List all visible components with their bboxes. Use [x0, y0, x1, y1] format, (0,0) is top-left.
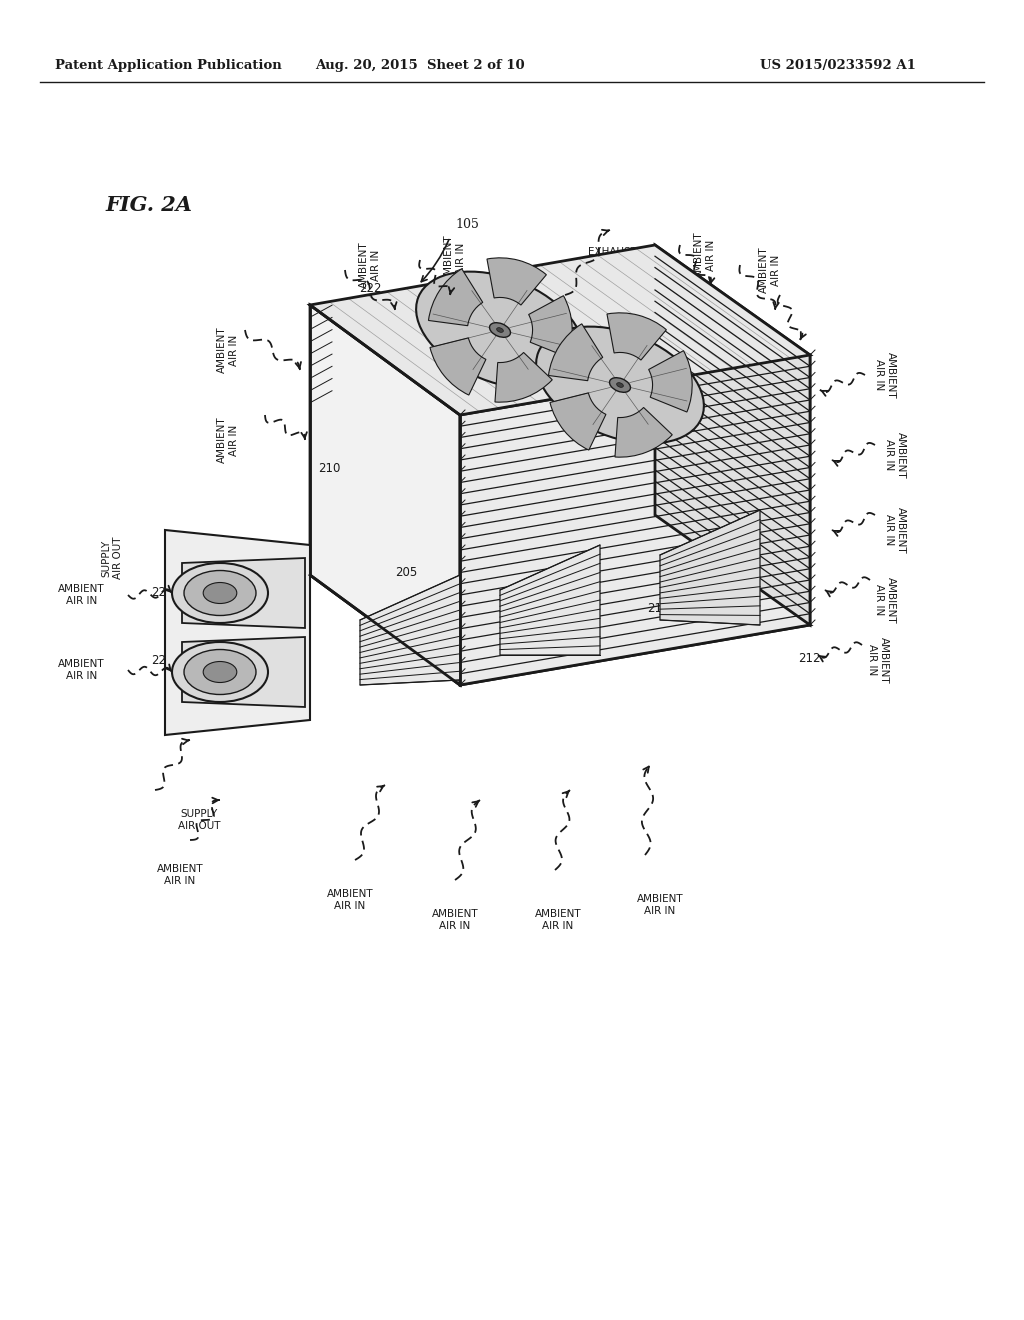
Ellipse shape	[489, 322, 511, 338]
Text: AMBIENT
AIR IN: AMBIENT AIR IN	[217, 326, 239, 374]
Text: 222: 222	[649, 261, 672, 275]
Polygon shape	[460, 355, 810, 685]
Text: AMBIENT
AIR IN: AMBIENT AIR IN	[432, 909, 478, 931]
Text: SUPPLY
AIR OUT: SUPPLY AIR OUT	[101, 537, 123, 579]
Text: AMBIENT
AIR IN: AMBIENT AIR IN	[867, 636, 889, 684]
Text: AMBIENT
AIR IN: AMBIENT AIR IN	[157, 865, 204, 886]
Text: 205: 205	[395, 565, 417, 578]
Polygon shape	[660, 510, 760, 624]
Polygon shape	[182, 558, 305, 628]
Ellipse shape	[172, 564, 268, 623]
Text: AMBIENT
AIR IN: AMBIENT AIR IN	[58, 659, 105, 681]
Wedge shape	[615, 408, 673, 457]
Wedge shape	[430, 338, 486, 395]
Text: FIG. 2A: FIG. 2A	[105, 195, 193, 215]
Polygon shape	[310, 515, 810, 685]
Text: 220: 220	[151, 653, 173, 667]
Ellipse shape	[203, 661, 237, 682]
Text: 252: 252	[537, 268, 559, 281]
Wedge shape	[487, 257, 547, 305]
Text: AMBIENT
AIR IN: AMBIENT AIR IN	[58, 585, 105, 606]
Text: AMBIENT
AIR IN: AMBIENT AIR IN	[694, 232, 716, 279]
Wedge shape	[607, 313, 667, 360]
Polygon shape	[310, 305, 460, 685]
Text: AMBIENT
AIR IN: AMBIENT AIR IN	[874, 577, 896, 623]
Ellipse shape	[203, 582, 237, 603]
Ellipse shape	[172, 642, 268, 702]
Text: EXHAUST
AIR OUT: EXHAUST AIR OUT	[588, 247, 637, 269]
Wedge shape	[648, 351, 692, 412]
Text: AMBIENT
AIR IN: AMBIENT AIR IN	[637, 894, 683, 916]
Text: AMBIENT
AIR IN: AMBIENT AIR IN	[874, 351, 896, 399]
Text: Patent Application Publication: Patent Application Publication	[55, 58, 282, 71]
Polygon shape	[655, 246, 810, 624]
Wedge shape	[528, 296, 572, 356]
Ellipse shape	[497, 327, 504, 333]
Text: 216: 216	[438, 653, 461, 667]
Text: 220: 220	[151, 586, 173, 599]
Text: 214: 214	[647, 602, 670, 615]
Polygon shape	[165, 531, 310, 735]
Text: 252: 252	[539, 603, 561, 616]
Text: 222: 222	[358, 281, 381, 294]
Text: AMBIENT
AIR IN: AMBIENT AIR IN	[327, 890, 374, 911]
Text: 212: 212	[798, 652, 820, 664]
Text: 222: 222	[377, 634, 399, 647]
Text: AMBIENT
AIR IN: AMBIENT AIR IN	[359, 242, 381, 288]
Wedge shape	[428, 269, 482, 326]
Text: 210: 210	[318, 462, 340, 474]
Wedge shape	[550, 393, 606, 450]
Ellipse shape	[184, 570, 256, 615]
Text: US 2015/0233592 A1: US 2015/0233592 A1	[760, 58, 915, 71]
Text: AMBIENT
AIR IN: AMBIENT AIR IN	[884, 507, 906, 553]
Polygon shape	[360, 576, 460, 685]
Polygon shape	[500, 545, 600, 655]
Text: SUPPLY
AIR OUT: SUPPLY AIR OUT	[178, 809, 220, 830]
Text: AMBIENT
AIR IN: AMBIENT AIR IN	[759, 247, 780, 293]
Text: 105: 105	[455, 219, 479, 231]
Text: AMBIENT
AIR IN: AMBIENT AIR IN	[217, 417, 239, 463]
Text: AMBIENT
AIR IN: AMBIENT AIR IN	[535, 909, 582, 931]
Polygon shape	[182, 638, 305, 708]
Text: AMBIENT
AIR IN: AMBIENT AIR IN	[444, 235, 466, 281]
Wedge shape	[549, 323, 603, 380]
Text: Aug. 20, 2015  Sheet 2 of 10: Aug. 20, 2015 Sheet 2 of 10	[315, 58, 525, 71]
Text: AMBIENT
AIR IN: AMBIENT AIR IN	[884, 432, 906, 478]
Ellipse shape	[416, 272, 584, 388]
Ellipse shape	[609, 378, 631, 392]
Polygon shape	[310, 246, 810, 414]
Wedge shape	[495, 352, 552, 403]
Ellipse shape	[184, 649, 256, 694]
Ellipse shape	[537, 326, 703, 444]
Text: 222: 222	[689, 611, 712, 624]
Ellipse shape	[616, 383, 624, 387]
